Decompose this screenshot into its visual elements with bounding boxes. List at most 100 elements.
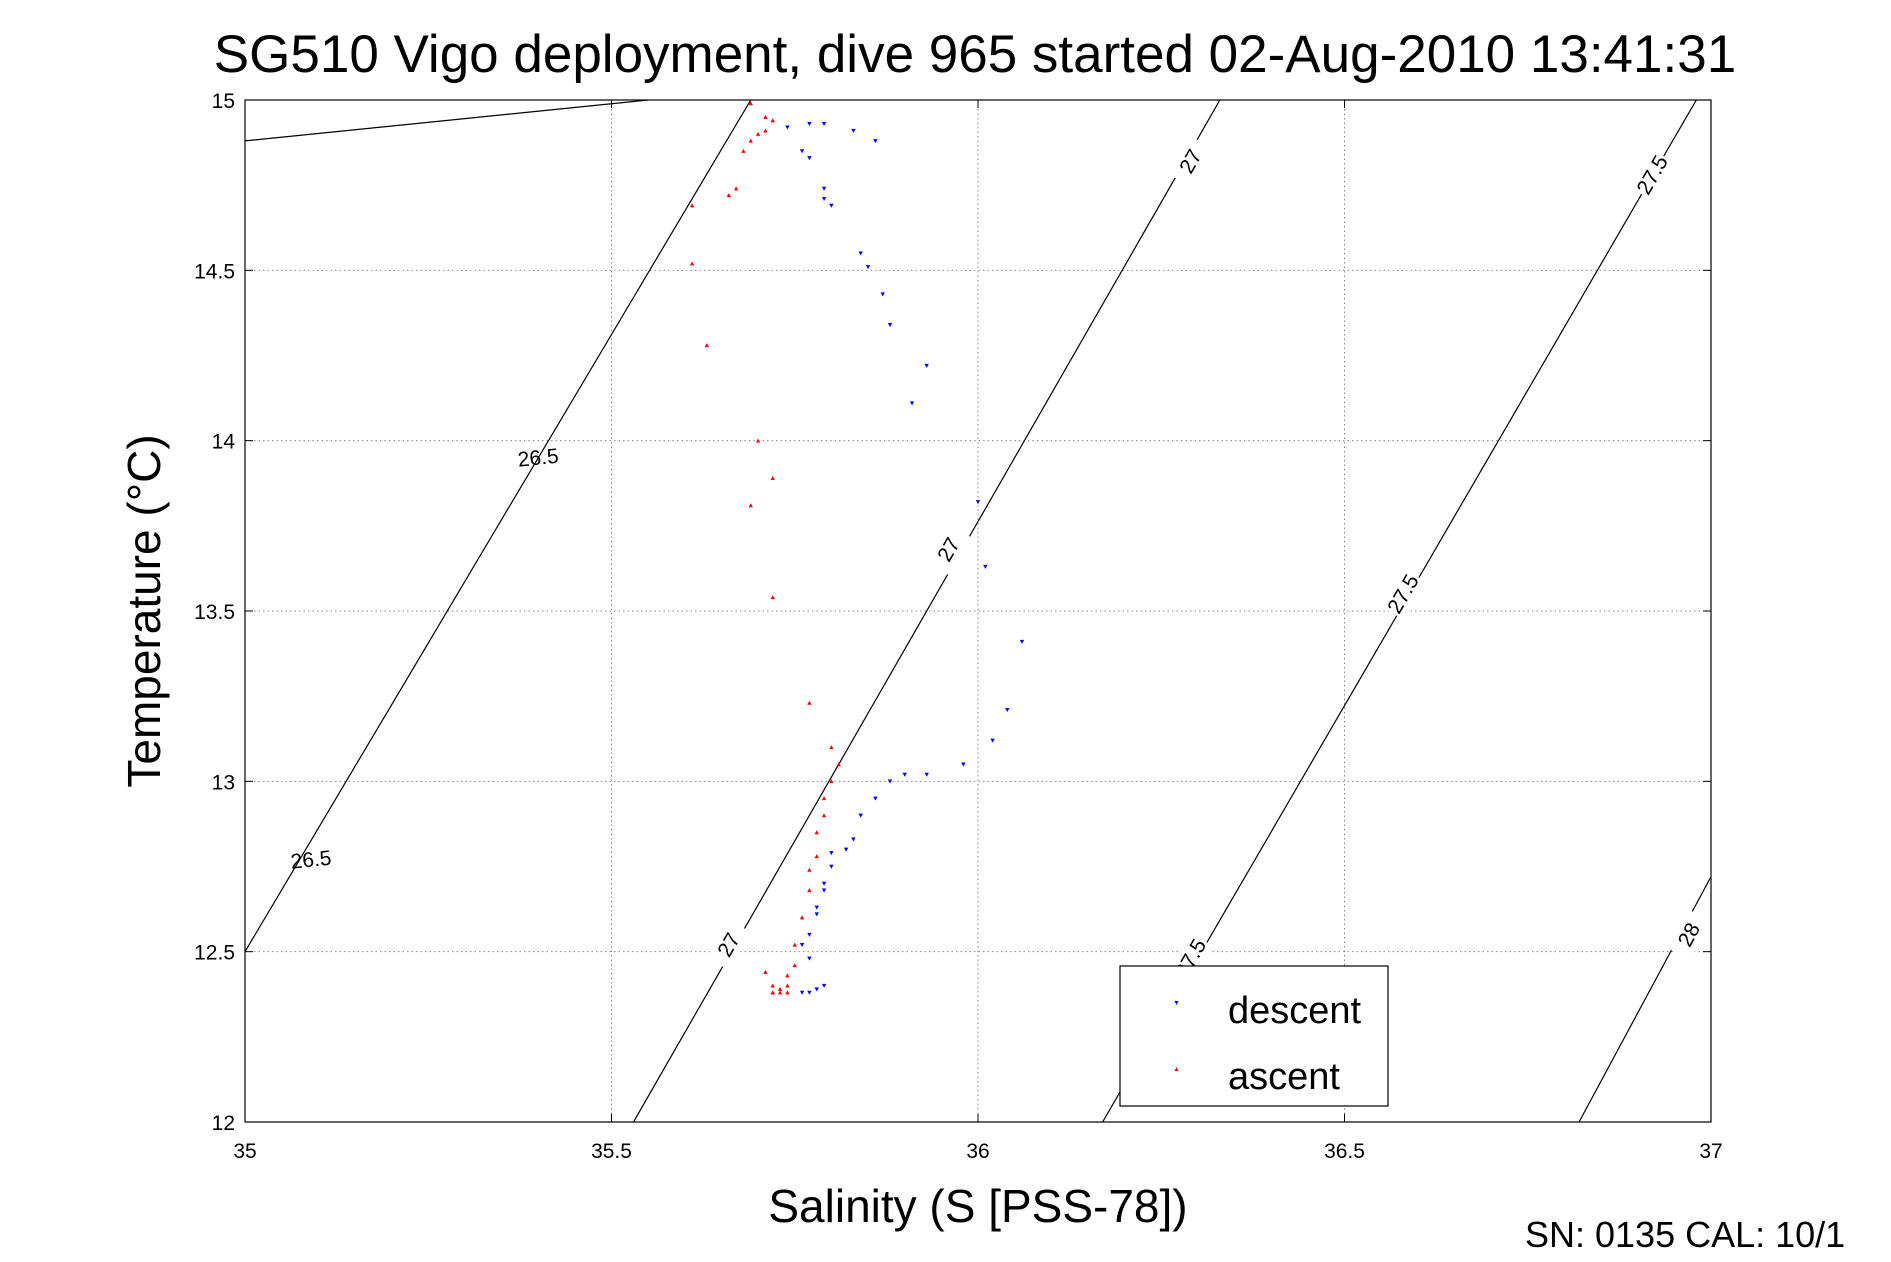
data-points — [689, 101, 1025, 995]
legend-descent-label: descent — [1228, 990, 1362, 1032]
descent-point — [851, 837, 856, 842]
ascent-point — [807, 700, 812, 705]
ascent-point — [689, 203, 695, 208]
contour-label-background — [926, 524, 971, 576]
descent-point — [858, 813, 863, 818]
ascent-point — [770, 595, 775, 600]
ascent-point — [814, 830, 819, 835]
descent-point — [843, 847, 849, 852]
descent-point — [851, 128, 856, 133]
contour-label-background — [1380, 568, 1426, 620]
ascent-point — [814, 854, 819, 859]
ascent-point — [748, 101, 753, 106]
descent-point — [829, 203, 834, 208]
ascent-point — [741, 148, 746, 153]
ascent-point — [792, 942, 797, 947]
serial-calibration-label: SN: 0135 CAL: 10/1 — [1525, 1214, 1845, 1255]
ascent-point — [726, 193, 731, 198]
contour-label-background — [706, 919, 752, 971]
ascent-point — [792, 963, 797, 968]
ascent-point — [770, 983, 775, 988]
descent-point — [807, 956, 812, 961]
x-tick-label: 36.5 — [1324, 1140, 1365, 1163]
descent-point — [983, 564, 988, 569]
contour-label: 26.5 — [290, 847, 333, 874]
ascent-point — [829, 745, 834, 750]
density-contour-line — [245, 100, 649, 142]
y-tick-label: 12.5 — [194, 942, 235, 965]
ascent-point — [748, 138, 753, 143]
x-tick-label: 35 — [233, 1140, 256, 1163]
ascent-point — [821, 813, 827, 818]
ascent-point — [777, 986, 783, 991]
y-tick-label: 13.5 — [194, 601, 235, 624]
ascent-point — [704, 343, 709, 348]
x-axis-ticks: 35 35.5 36 36.5 37 — [233, 100, 1723, 1163]
descent-point — [924, 363, 929, 368]
ascent-point — [755, 438, 761, 443]
ascent-point — [763, 128, 768, 133]
x-tick-label: 37 — [1699, 1140, 1722, 1163]
y-axis-label: Temperature (°C) — [118, 434, 170, 787]
descent-point — [1005, 707, 1010, 712]
ascent-point — [807, 867, 812, 872]
descent-point — [821, 186, 827, 191]
descent-point — [799, 943, 805, 948]
ascent-point — [777, 990, 783, 995]
contour-label-background — [287, 844, 335, 875]
legend-descent-marker — [1174, 1001, 1179, 1005]
descent-point — [858, 251, 863, 256]
y-tick-label: 13 — [212, 771, 235, 794]
descent-point — [1019, 639, 1025, 644]
ascent-point — [770, 990, 775, 995]
legend-ascent-marker — [1174, 1067, 1179, 1071]
ascent-point — [770, 118, 775, 123]
contour-label-background — [1168, 135, 1213, 187]
y-tick-label: 14 — [212, 431, 236, 454]
ascent-point — [755, 131, 761, 136]
x-tick-label: 36 — [966, 1140, 989, 1163]
descent-point — [821, 888, 827, 893]
descent-point — [829, 864, 834, 869]
descent-point — [814, 987, 819, 992]
descent-point — [799, 990, 805, 995]
ascent-point — [689, 261, 695, 266]
ascent-point — [836, 762, 841, 767]
descent-point — [821, 881, 827, 886]
descent-point — [887, 323, 893, 328]
descent-point — [902, 772, 907, 777]
descent-point — [829, 851, 834, 856]
ascent-point — [829, 779, 834, 784]
ascent-point — [799, 915, 805, 920]
ascent-point — [807, 888, 812, 893]
descent-point — [821, 196, 827, 201]
descent-point — [961, 762, 966, 767]
ascent-point — [785, 990, 790, 995]
ascent-point — [785, 973, 790, 978]
descent-point — [807, 990, 812, 995]
descent-point — [873, 796, 878, 801]
ascent-point — [821, 796, 827, 801]
legend: descent ascent — [1119, 965, 1389, 1107]
ascent-point — [763, 114, 768, 119]
descent-point — [924, 772, 929, 777]
ascent-point — [763, 969, 768, 974]
ascent-point — [748, 503, 753, 508]
descent-point — [873, 139, 878, 144]
descent-point — [807, 932, 812, 937]
density-contour-line — [245, 100, 752, 952]
legend-ascent-label: ascent — [1228, 1056, 1340, 1098]
contour-label-background — [1667, 909, 1711, 961]
y-tick-label: 15 — [212, 90, 235, 113]
ascent-point — [770, 475, 775, 480]
descent-point — [799, 149, 805, 154]
descent-point — [814, 905, 819, 910]
descent-point — [909, 401, 915, 406]
y-tick-label: 14.5 — [194, 260, 235, 283]
x-tick-label: 35.5 — [591, 1140, 632, 1163]
descent-point — [990, 738, 995, 743]
descent-point — [807, 122, 812, 127]
contour-label-background — [1630, 149, 1675, 201]
